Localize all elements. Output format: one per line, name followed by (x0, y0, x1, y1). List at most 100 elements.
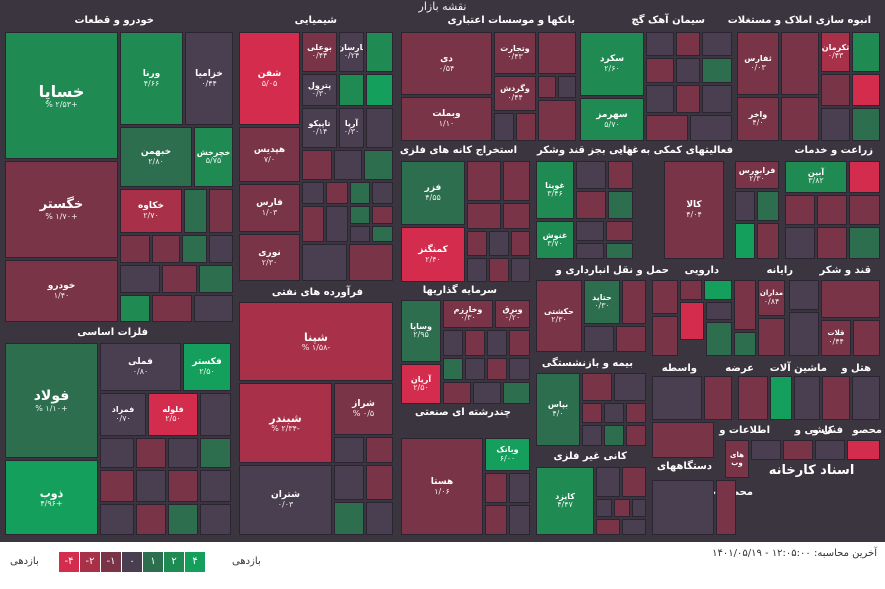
tile-kamangez[interactable]: کمنگنز ۲/۴۰ (401, 227, 465, 282)
tile-agri-small-4[interactable] (849, 195, 880, 225)
tile-ins-small-2[interactable] (614, 373, 646, 401)
tile-bank-small-1[interactable] (538, 32, 576, 74)
tile-vebarg[interactable]: وبرق ۰/۲۰ (495, 300, 530, 328)
tile-auto-small-4[interactable] (152, 235, 180, 263)
tile-food-small-8[interactable] (606, 243, 633, 259)
tile-dey[interactable]: دی ۰/۵۴ (401, 32, 492, 95)
tile-ghelaat[interactable]: قلات ۰/۴۴ (821, 320, 851, 356)
tile-food-small-1[interactable] (576, 161, 606, 189)
tile-arya[interactable]: آریا ۰/۳۰ (339, 108, 364, 148)
tile-vetejarat[interactable]: وتجارت ۰/۴۳ (494, 32, 536, 74)
tile-mining-small-7[interactable] (511, 231, 530, 256)
tile-transport-small-2[interactable] (584, 326, 614, 352)
tile-oil-small-3[interactable] (334, 465, 364, 500)
tile-agri-small-3[interactable] (817, 195, 847, 225)
tile-fezar[interactable]: فزر ۴/۵۵ (401, 161, 465, 225)
tile-shiraz[interactable]: شراز% ۰/۵ (334, 383, 393, 435)
tile-ins-small-1[interactable] (582, 373, 612, 401)
tile-chem-small-14[interactable] (350, 206, 370, 224)
tile-re-small-1[interactable] (781, 32, 819, 95)
tile-buali[interactable]: بوعلی ۰/۴۴ (302, 32, 337, 72)
tile-auto-small-9[interactable] (199, 265, 233, 293)
tile-metal-small-4[interactable] (168, 438, 198, 468)
tile-chem-small-5[interactable] (302, 150, 332, 180)
tile-nonmetal-small-4[interactable] (614, 499, 630, 517)
tile-invest-small-7[interactable] (487, 358, 507, 380)
tile-khesapa[interactable]: خساپا% ۲/۵۳+ (5, 32, 118, 159)
tile-metal-small-5[interactable] (200, 438, 231, 468)
tile-machinery-small-2[interactable] (794, 376, 820, 420)
tile-hay-web[interactable]: های وب (725, 440, 749, 478)
tile-product-small-1[interactable] (847, 440, 880, 460)
tile-ins-small-7[interactable] (604, 425, 624, 446)
tile-varena[interactable]: ورنا ۴/۶۶ (120, 32, 183, 125)
tile-nonmetal-small-7[interactable] (622, 519, 646, 535)
tile-kayzed[interactable]: کایزد ۴/۴۷ (536, 467, 594, 535)
tile-chem-small-7[interactable] (364, 150, 393, 180)
tile-khegostar[interactable]: خگستر% ۱/۷۰+ (5, 161, 118, 258)
tile-bank-small-6[interactable] (538, 100, 576, 141)
tile-re-small-6[interactable] (821, 108, 850, 141)
tile-auto-small-8[interactable] (162, 265, 197, 293)
tile-mining-small-4[interactable] (503, 203, 530, 229)
tile-cement-small-7[interactable] (646, 85, 674, 113)
tile-hotel-small-2[interactable] (852, 376, 880, 420)
tile-tile-small-1[interactable] (783, 440, 813, 460)
tile-aabin[interactable]: آبین ۳/۸۲ (785, 161, 847, 193)
tile-metal-small-8[interactable] (168, 470, 198, 502)
tile-devices-small-1[interactable] (652, 422, 714, 458)
tile-food-small-2[interactable] (576, 191, 606, 219)
tile-tapiko[interactable]: تاپیکو ۰/۱۴ (302, 108, 337, 148)
tile-computer-small-1[interactable] (734, 280, 756, 330)
tile-sugar-small-1[interactable] (789, 280, 819, 310)
tile-haftid[interactable]: حتاید ۰/۳۰ (584, 280, 620, 324)
tile-chem-small-19[interactable] (349, 244, 393, 281)
tile-auto-small-11[interactable] (152, 295, 192, 322)
tile-chem-small-11[interactable] (372, 182, 393, 204)
tile-khazamia[interactable]: خزامیا ۰/۴۴ (185, 32, 233, 125)
tile-products-small-1[interactable] (716, 480, 736, 535)
tile-vesapa[interactable]: وساپا ۲/۹۵ (401, 300, 441, 362)
tile-auto-small-12[interactable] (194, 295, 233, 322)
tile-pharma-small-5[interactable] (706, 302, 732, 320)
tile-chem-small-10[interactable] (350, 182, 370, 204)
tile-invest-small-6[interactable] (465, 358, 485, 380)
tile-agri-small-7[interactable] (849, 227, 880, 259)
tile-fekstar[interactable]: فکستر ۲/۵۰ (183, 343, 231, 391)
tile-chem-small-6[interactable] (334, 150, 362, 180)
tile-petrol[interactable]: پترول ۰/۳۰ (302, 74, 337, 106)
tile-invest-small-8[interactable] (509, 358, 530, 380)
tile-parsan[interactable]: پارسان۰/۲۴ (339, 32, 364, 72)
tile-mining-small-8[interactable] (467, 258, 487, 282)
tile-auto-small-7[interactable] (120, 265, 160, 293)
tile-agri-small-2[interactable] (785, 195, 815, 225)
tile-arian[interactable]: آریان ۲/۵۰ (401, 364, 441, 404)
tile-mining-small-9[interactable] (489, 258, 509, 282)
tile-nonmetal-small-2[interactable] (622, 467, 646, 497)
tile-oil-small-2[interactable] (366, 437, 393, 463)
tile-cement-small-2[interactable] (676, 32, 700, 56)
tile-bank-small-4[interactable] (494, 113, 514, 141)
tile-supply-small-1[interactable] (738, 376, 768, 420)
tile-modaran[interactable]: مداران ۰/۸۴ (758, 280, 785, 316)
tile-zoob[interactable]: ذوب ۴/۹۶+ (5, 460, 98, 535)
tile-food-small-4[interactable] (608, 191, 633, 219)
tile-metal-small-7[interactable] (136, 470, 166, 502)
tile-fameli[interactable]: فملی ۰/۸۰ (100, 343, 181, 391)
tile-invest-small-9[interactable] (443, 382, 471, 404)
tile-vebank[interactable]: وبانک ۶/۰۰ (485, 438, 530, 471)
tile-info-small-1[interactable] (751, 440, 781, 460)
tile-fares[interactable]: فارس ۱/۰۳ (239, 184, 300, 232)
tile-metal-small-1[interactable] (200, 393, 231, 436)
tile-cement-small-6[interactable] (702, 58, 732, 83)
tile-foulad[interactable]: فولاد% ۱/۱۰+ (5, 343, 98, 458)
tile-nonmetal-small-3[interactable] (596, 499, 612, 517)
tile-chem-small-3[interactable] (366, 74, 393, 106)
tile-chem-small-15[interactable] (372, 206, 393, 224)
tile-invest-small-5[interactable] (443, 358, 463, 380)
tile-sekord[interactable]: سکرد ۲/۶۰ (580, 32, 644, 96)
tile-sehormoz[interactable]: سهرمز ۵/۷۰ (580, 98, 644, 141)
tile-ghoveita[interactable]: غویتا ۳/۴۶ (536, 161, 574, 219)
tile-metal-small-11[interactable] (136, 504, 166, 535)
tile-sugar-small-2[interactable] (821, 280, 880, 318)
